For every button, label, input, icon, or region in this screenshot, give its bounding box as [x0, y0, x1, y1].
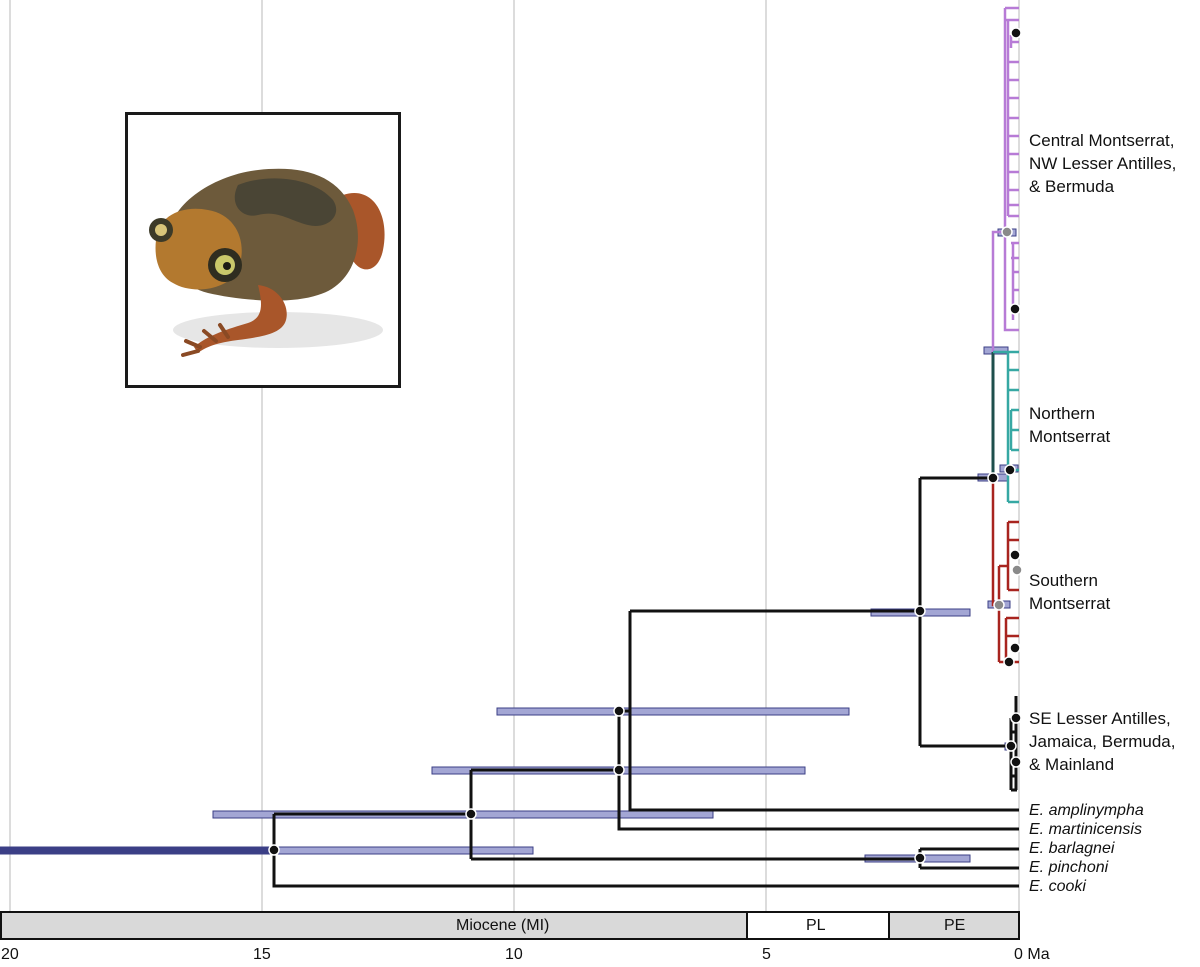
taxon-species: pinchoni — [1048, 859, 1109, 876]
taxon-genus: E. — [1029, 802, 1045, 819]
node-dot-se-a — [1010, 712, 1022, 724]
taxon-species: cooki — [1048, 878, 1086, 895]
node-dot-southern-b — [1011, 564, 1023, 576]
taxon-genus: E. — [1029, 840, 1045, 857]
clade-label-line: Northern — [1029, 404, 1096, 423]
node-dot-c — [613, 764, 625, 776]
node-dot-bp — [914, 852, 926, 864]
hpd-bar-root-dark — [0, 846, 271, 855]
node-dot-se-c — [1010, 756, 1022, 768]
frog-toes — [181, 323, 230, 357]
clade-label-line: & Bermuda — [1029, 177, 1115, 196]
backbone-branches — [272, 476, 1019, 888]
epoch-label-pe: PE — [944, 917, 966, 934]
axis-zero: 0 — [1014, 946, 1023, 963]
taxon-label-martinicensis: E. martinicensis — [1029, 820, 1142, 839]
clade-label-line: Montserrat — [1029, 427, 1111, 446]
branch-central-tips — [1005, 18, 1019, 320]
taxon-species: martinicensis — [1048, 821, 1142, 838]
node-dot-central-top — [1010, 27, 1022, 39]
branch-c — [471, 711, 1019, 831]
central-clade-branches — [991, 6, 1019, 352]
clade-label-line: Central Montserrat, — [1029, 131, 1175, 150]
hpd-bar-node-d — [496, 707, 850, 716]
epoch-miocene-box — [0, 911, 748, 940]
taxon-label-amplinympha: E. amplinympha — [1029, 801, 1144, 820]
node-dot-southern — [993, 599, 1005, 611]
clade-label-line: NW Lesser Antilles, — [1029, 154, 1177, 173]
clade-label-se: SE Lesser Antilles, Jamaica, Bermuda, & … — [1029, 707, 1175, 776]
node-dot-central-mid — [1001, 226, 1013, 238]
taxon-genus: E. — [1029, 878, 1045, 895]
axis-tick-label-20: 20 — [1, 946, 19, 963]
epoch-bar — [0, 911, 1020, 940]
node-dot-central-low — [1009, 303, 1021, 315]
taxon-genus: E. — [1029, 859, 1045, 876]
node-dot-montserrat — [987, 472, 999, 484]
clade-label-line: Montserrat — [1029, 594, 1111, 613]
taxon-label-pinchoni: E. pinchoni — [1029, 858, 1108, 877]
branch-e-to-se — [920, 696, 1018, 792]
frog-eye-left-iris — [155, 224, 167, 236]
epoch-label-miocene: Miocene (MI) — [456, 917, 550, 934]
axis-unit: Ma — [1027, 946, 1050, 963]
taxon-genus: E. — [1029, 821, 1045, 838]
clade-label-line: & Mainland — [1029, 755, 1115, 774]
clade-label-central: Central Montserrat, NW Lesser Antilles, … — [1029, 129, 1176, 198]
branch-root — [272, 850, 1019, 888]
epoch-pe-box — [888, 911, 1020, 940]
frog-front-leg — [194, 285, 287, 353]
branch-b — [274, 770, 473, 859]
clade-label-line: Southern — [1029, 571, 1098, 590]
axis-tick-label-0: 0 Ma — [1014, 946, 1050, 964]
clade-label-southern: Southern Montserrat — [1029, 569, 1110, 615]
frog-back-mottling — [234, 178, 337, 226]
frog-illustration — [149, 168, 385, 357]
epoch-pl-box — [746, 911, 890, 940]
axis-tick-label-5: 5 — [762, 946, 771, 963]
node-dot-d — [613, 705, 625, 717]
taxon-label-barlagnei: E. barlagnei — [1029, 839, 1114, 858]
taxon-species: barlagnei — [1048, 840, 1115, 857]
frog-photo — [125, 112, 401, 388]
axis-tick-label-10: 10 — [505, 946, 523, 963]
node-dot-northern — [1004, 464, 1016, 476]
axis-tick-label-15: 15 — [253, 946, 271, 963]
node-dot-se-b — [1005, 740, 1017, 752]
node-dots — [268, 27, 1023, 864]
clade-label-line: SE Lesser Antilles, — [1029, 709, 1171, 728]
branch-e — [630, 478, 922, 746]
branch-central-stem — [991, 6, 1019, 352]
node-dot-e — [914, 605, 926, 617]
frog-eye-right-pupil — [223, 262, 231, 270]
taxon-label-cooki: E. cooki — [1029, 877, 1086, 896]
taxon-species: amplinympha — [1048, 802, 1144, 819]
node-dot-root — [268, 844, 280, 856]
node-dot-southern-c — [1009, 642, 1021, 654]
node-dot-b — [465, 808, 477, 820]
clade-label-northern: Northern Montserrat — [1029, 402, 1110, 448]
node-dot-southern-a — [1009, 549, 1021, 561]
node-dot-southern-d — [1003, 656, 1015, 668]
epoch-label-pl: PL — [806, 917, 826, 934]
hpd-bar-central — [983, 346, 1009, 355]
clade-label-line: Jamaica, Bermuda, — [1029, 732, 1176, 751]
